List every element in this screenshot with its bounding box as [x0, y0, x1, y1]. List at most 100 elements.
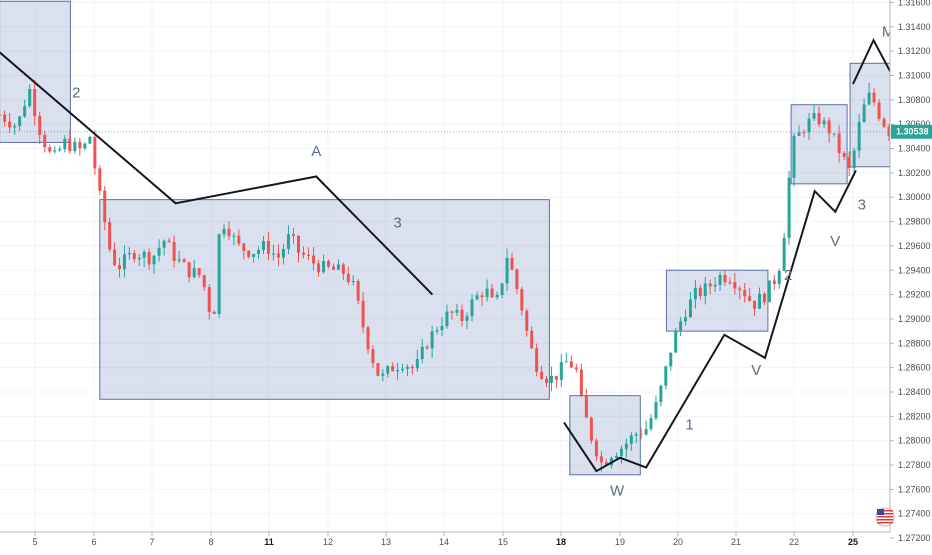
- candle-body: [8, 122, 11, 128]
- price-tick-label: 1.28200: [898, 411, 931, 421]
- candle-body: [501, 283, 504, 295]
- candle-body: [138, 258, 141, 259]
- candle-body: [654, 402, 657, 418]
- price-tick-label: 1.29200: [898, 290, 931, 300]
- candle-body: [723, 275, 726, 282]
- candle-body: [704, 284, 707, 296]
- candle-body: [625, 444, 628, 449]
- candle-body: [645, 429, 648, 435]
- candle-body: [3, 115, 6, 122]
- candle-body: [868, 93, 871, 105]
- candle-body: [362, 301, 365, 328]
- candle-body: [848, 157, 851, 168]
- candle-body: [709, 284, 712, 287]
- current-price-label: 1.30538: [896, 127, 929, 137]
- candle-body: [208, 287, 211, 312]
- candle-body: [436, 330, 439, 331]
- candle-body: [342, 265, 345, 274]
- candle-body: [818, 113, 821, 124]
- price-tick-label: 1.27800: [898, 460, 931, 470]
- candle-body: [450, 312, 453, 313]
- flag-canton: [877, 509, 884, 515]
- price-tick-label: 1.29000: [898, 314, 931, 324]
- wave-label: 3: [393, 215, 401, 232]
- candle-body: [287, 234, 290, 249]
- wave-label: 3: [858, 196, 866, 213]
- price-tick-label: 1.28800: [898, 338, 931, 348]
- candle-body: [440, 326, 443, 330]
- candle-body: [401, 369, 404, 370]
- candle-body: [878, 102, 881, 118]
- candle-body: [307, 255, 310, 256]
- candle-body: [694, 288, 697, 300]
- candle-body: [28, 89, 31, 106]
- candle-body: [580, 369, 583, 395]
- price-tick-label: 1.29600: [898, 241, 931, 251]
- candle-body: [277, 254, 280, 258]
- candle-body: [714, 285, 717, 287]
- price-tick-label: 1.31200: [898, 46, 931, 56]
- price-tick-label: 1.29800: [898, 217, 931, 227]
- candle-body: [396, 370, 399, 371]
- candle-body: [763, 294, 766, 302]
- candle-body: [768, 280, 771, 302]
- candle-body: [73, 142, 76, 151]
- candle-body: [445, 312, 448, 326]
- candle-body: [515, 270, 518, 289]
- price-tick-label: 1.27400: [898, 509, 931, 519]
- candle-body: [803, 132, 806, 133]
- candle-body: [386, 366, 389, 373]
- price-tick-label: 1.30400: [898, 144, 931, 154]
- time-tick-label: 14: [439, 537, 449, 547]
- candle-body: [590, 418, 593, 441]
- candle-body: [33, 89, 36, 116]
- candle-body: [431, 331, 434, 348]
- wave-label: 2: [784, 267, 792, 284]
- candle-body: [525, 311, 528, 331]
- candle-body: [118, 265, 121, 269]
- candle-body: [550, 376, 553, 383]
- candle-body: [302, 253, 305, 255]
- candle-body: [371, 349, 374, 363]
- candle-body: [838, 133, 841, 153]
- candle-body: [545, 379, 548, 383]
- candle-body: [158, 248, 161, 256]
- candle-body: [506, 258, 509, 284]
- candle-body: [793, 136, 796, 178]
- candle-body: [13, 126, 16, 127]
- candle-body: [337, 265, 340, 270]
- candle-body: [813, 113, 816, 119]
- wave-label: A: [311, 143, 321, 160]
- candle-body: [699, 288, 702, 296]
- candle-body: [227, 229, 230, 236]
- candle-body: [237, 236, 240, 244]
- candle-body: [282, 249, 285, 258]
- price-tick-label: 1.30000: [898, 192, 931, 202]
- candle-body: [391, 366, 394, 371]
- candle-body: [630, 435, 633, 443]
- candle-body: [863, 104, 866, 122]
- wave-label: V: [751, 362, 761, 379]
- time-tick-label: 18: [556, 537, 566, 547]
- candle-body: [565, 361, 568, 362]
- time-tick-label: 25: [848, 537, 858, 547]
- candle-body: [491, 288, 494, 297]
- time-tick-label: 7: [149, 537, 154, 547]
- candle-body: [679, 321, 682, 331]
- candle-body: [148, 252, 151, 264]
- candle-body: [322, 261, 325, 272]
- candle-body: [555, 376, 558, 380]
- price-tick-label: 1.31000: [898, 70, 931, 80]
- candle-body: [719, 275, 722, 285]
- candle-body: [83, 144, 86, 149]
- time-tick-label: 12: [323, 537, 333, 547]
- candle-body: [23, 106, 26, 116]
- candle-body: [640, 434, 643, 435]
- candle-body: [357, 281, 360, 301]
- time-tick-label: 6: [91, 537, 96, 547]
- candle-body: [798, 132, 801, 136]
- candle-body: [183, 259, 186, 262]
- candle-body: [381, 374, 384, 376]
- candle-body: [426, 347, 429, 349]
